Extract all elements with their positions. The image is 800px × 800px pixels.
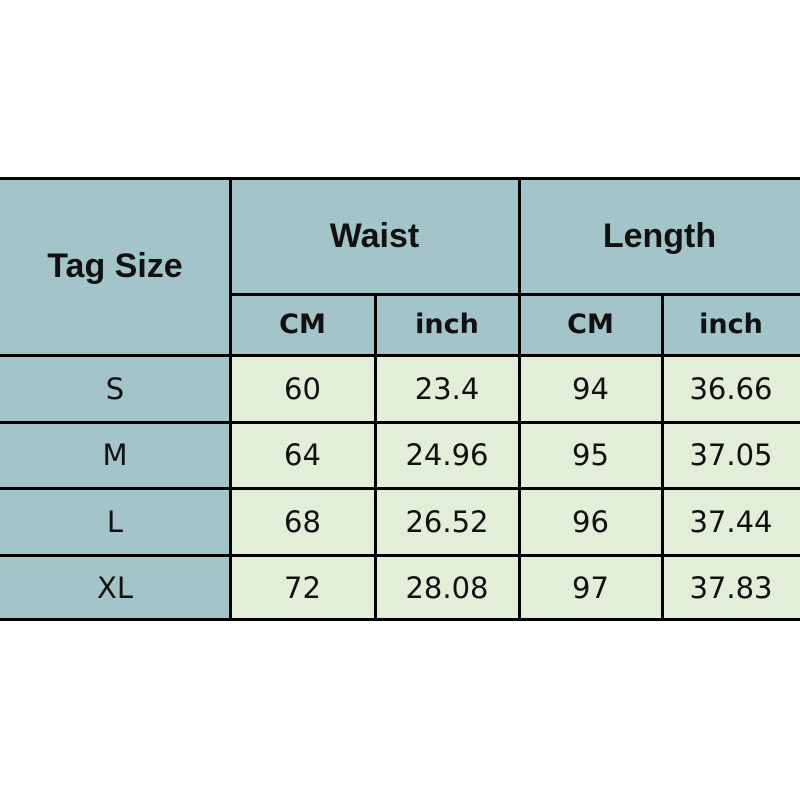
grid-line [229,177,232,620]
cell-waist-inch: 23.4 [375,355,519,422]
grid-line [0,177,800,180]
grid-line [661,293,664,620]
grid-line [0,354,800,357]
grid-line [0,554,800,557]
cell-length-inch: 37.05 [662,422,800,488]
cell-size: XL [0,555,230,620]
grid-line [0,487,800,490]
header-length-cm: CM [519,294,662,355]
cell-length-cm: 94 [519,355,662,422]
header-length-inch: inch [662,294,800,355]
cell-waist-inch: 26.52 [375,488,519,555]
cell-length-cm: 96 [519,488,662,555]
cell-length-cm: 95 [519,422,662,488]
grid-line [0,421,800,424]
cell-length-inch: 37.83 [662,555,800,620]
grid-line [518,177,521,620]
header-waist-inch: inch [375,294,519,355]
cell-waist-inch: 28.08 [375,555,519,620]
header-waist-cm: CM [230,294,375,355]
cell-size: S [0,355,230,422]
cell-waist-inch: 24.96 [375,422,519,488]
cell-waist-cm: 72 [230,555,375,620]
header-length: Length [519,178,800,294]
cell-size: L [0,488,230,555]
cell-length-inch: 37.44 [662,488,800,555]
grid-line [0,618,800,621]
cell-waist-cm: 60 [230,355,375,422]
cell-waist-cm: 64 [230,422,375,488]
cell-waist-cm: 68 [230,488,375,555]
cell-length-inch: 36.66 [662,355,800,422]
grid-line [230,293,800,296]
cell-size: M [0,422,230,488]
header-tag-size: Tag Size [0,178,230,355]
grid-line [374,293,377,620]
cell-length-cm: 97 [519,555,662,620]
header-waist: Waist [230,178,519,294]
